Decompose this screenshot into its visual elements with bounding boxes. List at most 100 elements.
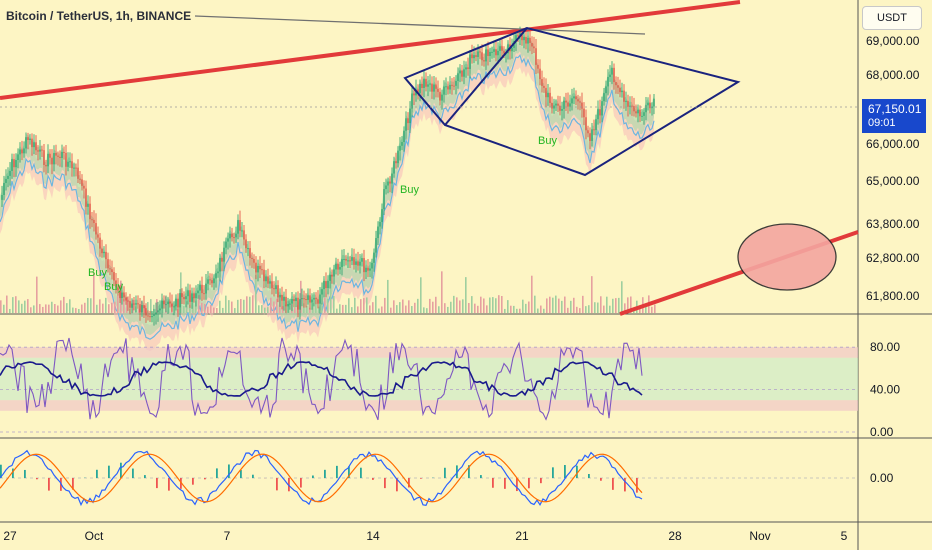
candle-body (377, 226, 379, 239)
candle-body (289, 303, 291, 305)
time-axis[interactable]: 27 Oct 7 14 21 28 Nov 5 (3, 529, 847, 543)
candle-body (601, 101, 603, 116)
candle-body (213, 278, 215, 284)
volume-bar (246, 296, 248, 313)
volume-bar (585, 306, 587, 313)
candle-body (77, 167, 79, 179)
volume-bar (606, 296, 608, 313)
candle-body (281, 294, 283, 301)
candle-body (227, 238, 229, 242)
candle-body (241, 230, 243, 232)
volume-bar (333, 295, 335, 313)
candle-body (265, 276, 267, 282)
candle-body (461, 70, 463, 77)
candle-body (357, 261, 359, 266)
price-tick-label: 65,000.00 (866, 174, 920, 188)
candle-body (499, 46, 501, 51)
volume-bar (486, 305, 488, 313)
candle-body (291, 299, 293, 304)
volume-bar (615, 298, 617, 313)
candle-body (445, 86, 447, 88)
currency-button[interactable]: USDT (862, 6, 922, 30)
candle-body (481, 52, 483, 61)
volume-bar (309, 307, 311, 313)
volume-bar (249, 296, 251, 313)
candle-body (101, 248, 103, 254)
stoch-rsi-line (0, 337, 643, 421)
volume-bar (315, 300, 317, 313)
volume-bar (351, 307, 353, 313)
candle-body (467, 67, 469, 69)
volume-bar (234, 308, 236, 313)
candle-body (85, 188, 87, 207)
volume-bar (450, 301, 452, 313)
candle-body (313, 297, 315, 300)
volume-bar (546, 298, 548, 313)
candle-body (55, 153, 57, 156)
candle-body (349, 260, 351, 262)
candle-body (177, 298, 179, 308)
volume-bar (366, 297, 368, 313)
volume-bar (465, 277, 467, 313)
volume-bar (504, 308, 506, 313)
candle-body (141, 305, 143, 313)
candle-body (599, 109, 601, 116)
candle-body (517, 35, 519, 37)
candle-body (627, 100, 629, 107)
volume-bar (258, 305, 260, 313)
volume-bar (189, 304, 191, 313)
volume-bar (105, 297, 107, 313)
candle-body (523, 36, 525, 41)
volume-bar (270, 297, 272, 313)
candle-body (379, 222, 381, 227)
volume-bar (426, 308, 428, 313)
volume-bar (201, 302, 203, 313)
candle-body (133, 303, 135, 305)
macd-histogram-bar (336, 465, 338, 478)
candle-body (537, 64, 539, 69)
candle-body (593, 129, 595, 131)
candle-body (125, 297, 127, 301)
candle-body (563, 100, 565, 109)
candle-body (293, 299, 295, 302)
volume-bar (204, 303, 206, 313)
candle-body (79, 178, 81, 180)
candle-body (13, 159, 15, 168)
volume-bar (537, 308, 539, 313)
macd-pane[interactable] (0, 449, 858, 507)
volume-bar (639, 308, 641, 313)
macd-histogram-bar (468, 465, 470, 478)
candle-body (437, 88, 439, 92)
volume-bar (93, 272, 95, 313)
volume-bar (84, 302, 86, 313)
volume-bar (396, 305, 398, 313)
macd-histogram-bar (324, 469, 326, 478)
macd-histogram-bar (96, 469, 98, 478)
candle-body (189, 290, 191, 302)
candle-body (259, 266, 261, 270)
volume-bar (303, 303, 305, 313)
macd-histogram-bar (168, 478, 170, 491)
volume-bar (225, 295, 227, 313)
candle-body (171, 303, 173, 307)
candle-body (345, 258, 347, 261)
candle-body (15, 160, 17, 168)
volume-bar (111, 302, 113, 313)
candle-body (397, 150, 399, 164)
volume-bar (459, 300, 461, 313)
candle-body (421, 83, 423, 88)
candle-body (175, 298, 177, 307)
rsi-pane[interactable] (0, 337, 858, 433)
candle-body (287, 304, 289, 307)
time-tick-label: Oct (85, 529, 104, 543)
macd-histogram-bar (300, 478, 302, 488)
price-axis[interactable]: 69,000.00 68,000.00 66,000.00 65,000.00 63,8… (866, 34, 920, 485)
candle-body (29, 138, 31, 140)
candle-body (75, 167, 77, 169)
volume-bar (612, 298, 614, 313)
candle-body (373, 252, 375, 263)
candle-body (207, 279, 209, 284)
candle-body (335, 263, 337, 270)
